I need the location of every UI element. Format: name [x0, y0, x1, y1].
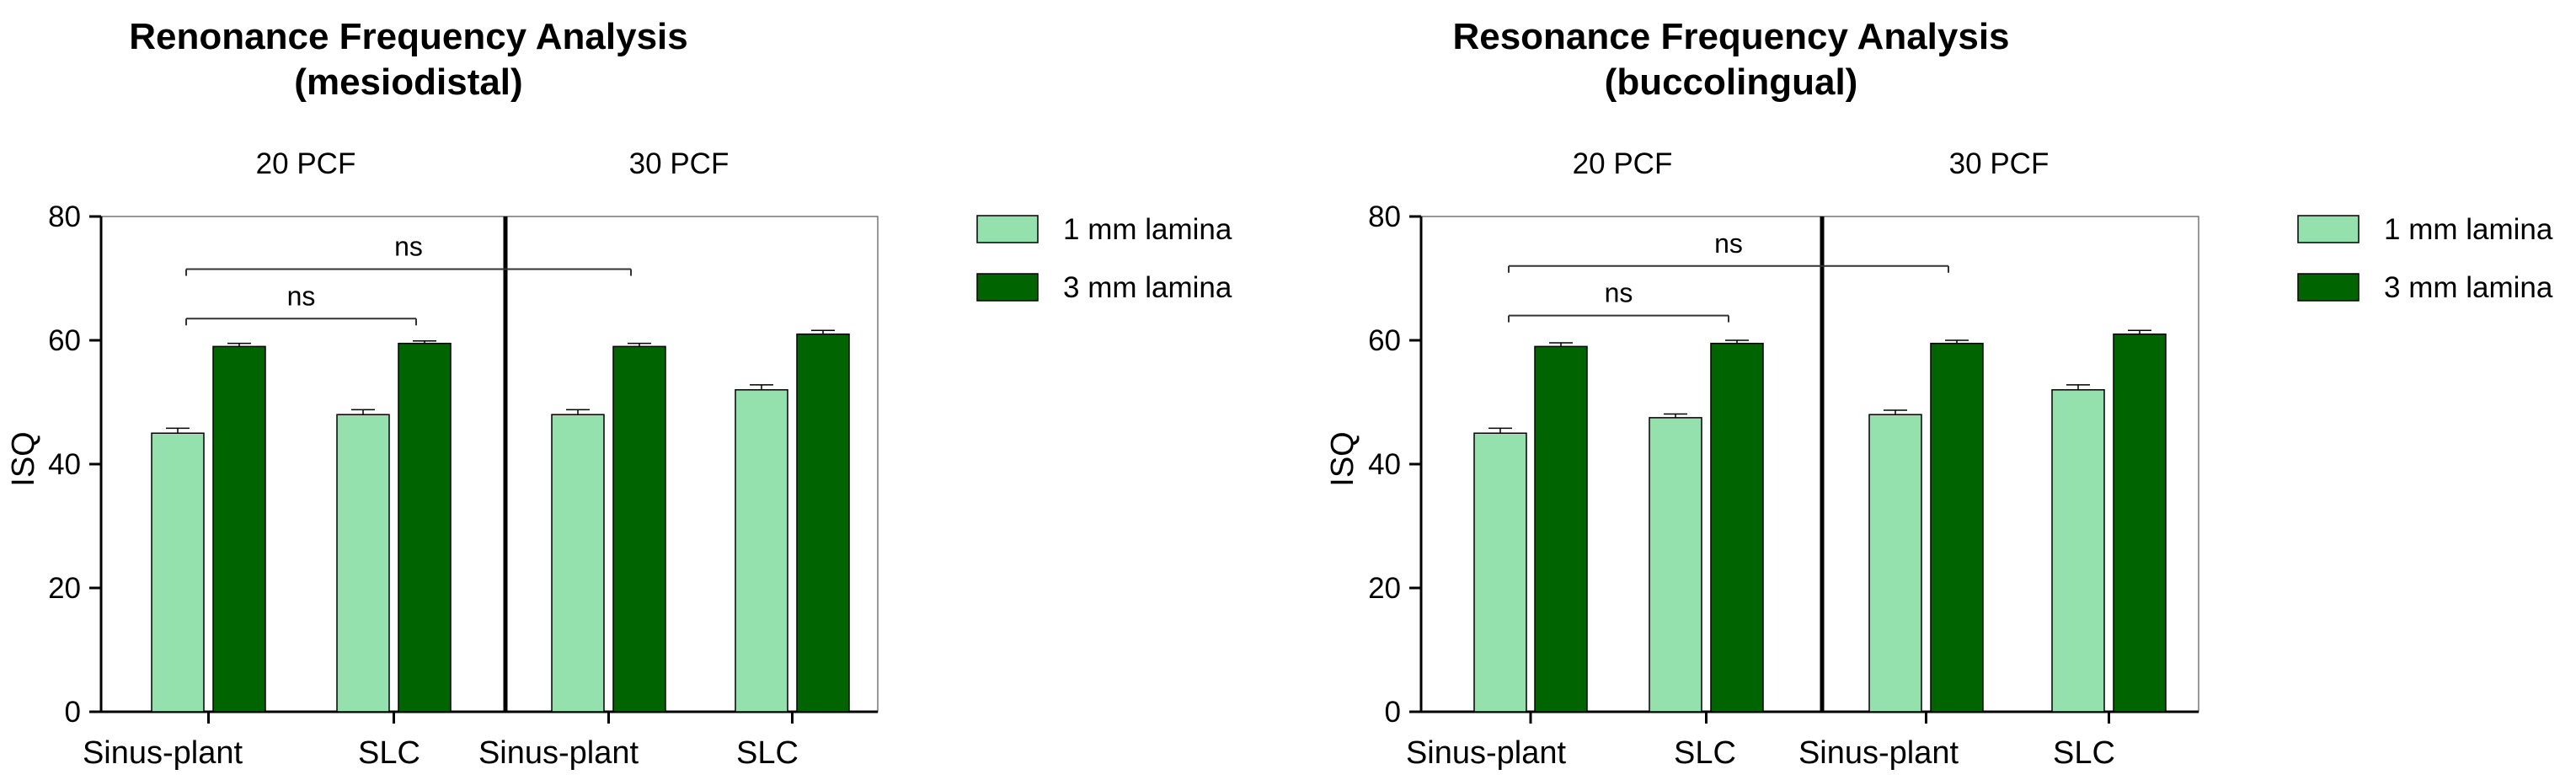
y-tick-label: 0 [1385, 696, 1401, 729]
bar [1930, 342, 1984, 713]
y-tick-label: 40 [48, 448, 81, 481]
legend-swatch-1mm [976, 215, 1039, 243]
chart-title-line-1: Renonance Frequency Analysis [129, 16, 687, 57]
category-label: Sinus-plant [83, 735, 243, 771]
chart-mesiodistal: Renonance Frequency Analysis (mesiodista… [6, 16, 1232, 771]
legend-label-1mm: 1 mm lamina [1063, 213, 1232, 246]
bar [612, 345, 666, 713]
chart-title-line-1: Resonance Frequency Analysis [1452, 16, 2009, 57]
significance-label: ns [287, 280, 316, 311]
bar [551, 414, 605, 713]
y-axis-label: ISQ [6, 431, 41, 486]
group-label-30pcf: 30 PCF [1949, 147, 2050, 180]
bar [212, 345, 266, 713]
bar [151, 432, 205, 713]
category-label: Sinus-plant [1798, 735, 1959, 771]
bar [398, 342, 452, 713]
bar [1473, 432, 1527, 713]
chart-title-line-2: (buccolingual) [1605, 61, 1858, 103]
y-tick-label: 80 [1368, 200, 1401, 233]
legend-swatch-1mm [2297, 215, 2360, 243]
y-axis-label: ISQ [1325, 431, 1360, 486]
bar [1868, 414, 1922, 713]
legend-swatch-3mm [2297, 273, 2360, 302]
category-label: SLC [736, 735, 799, 771]
group-label-20pcf: 20 PCF [1573, 147, 1673, 180]
y-tick-label: 20 [1368, 572, 1401, 605]
category-label: SLC [358, 735, 420, 771]
group-label-30pcf: 30 PCF [629, 147, 730, 180]
category-label: SLC [2053, 735, 2115, 771]
significance-label: ns [394, 231, 423, 261]
y-tick-label: 40 [1368, 448, 1401, 481]
legend-label-3mm: 3 mm lamina [2384, 271, 2553, 304]
bar [735, 389, 788, 713]
bar [336, 414, 390, 713]
chart-buccolingual: Resonance Frequency Analysis (buccolingu… [1325, 16, 2553, 771]
bar [796, 333, 850, 713]
y-tick-label: 60 [1368, 324, 1401, 357]
y-tick-label: 0 [65, 696, 81, 729]
significance-label: ns [1605, 278, 1633, 308]
bar [1710, 342, 1764, 713]
category-label: Sinus-plant [478, 735, 639, 771]
legend-swatch-3mm [976, 273, 1039, 302]
bar [2113, 333, 2167, 713]
bar [2051, 389, 2105, 713]
bar [1649, 417, 1702, 713]
group-label-20pcf: 20 PCF [256, 147, 356, 180]
y-tick-label: 60 [48, 324, 81, 357]
legend-label-3mm: 3 mm lamina [1063, 271, 1232, 304]
chart-title-line-2: (mesiodistal) [294, 61, 522, 103]
y-tick-label: 80 [48, 200, 81, 233]
significance-label: ns [1714, 228, 1743, 259]
bar [1534, 345, 1588, 713]
legend-label-1mm: 1 mm lamina [2384, 213, 2553, 246]
category-label: Sinus-plant [1406, 735, 1567, 771]
category-label: SLC [1674, 735, 1736, 771]
y-tick-label: 20 [48, 572, 81, 605]
